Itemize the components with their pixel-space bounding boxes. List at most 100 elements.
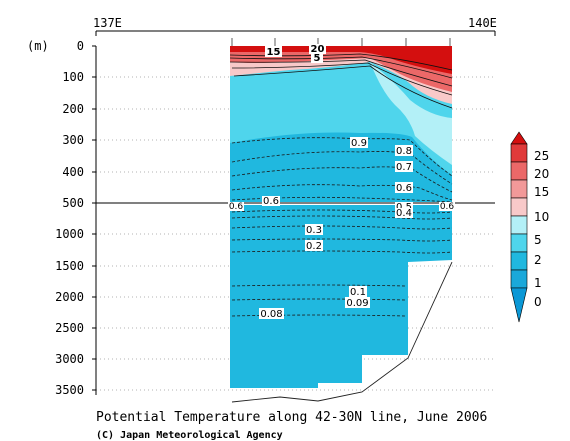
contour-label-0.1: 0.1: [349, 286, 367, 298]
contour-label-text: 0.6: [263, 196, 279, 207]
contour-line: [231, 238, 453, 242]
colorbar-band-20-25: [510, 143, 528, 163]
contour-label-0.6-left: 0.6: [228, 202, 244, 212]
contour-label-bg: [395, 208, 413, 218]
contour-label-bg: [395, 161, 413, 172]
colorbar-label-0: 0: [534, 295, 542, 309]
colorbar-label-2: 2: [534, 253, 542, 267]
contour-line: [231, 215, 453, 220]
contour-line: [231, 184, 453, 201]
colorbar-top-cap: [510, 131, 528, 145]
contour-label-text: 0.09: [346, 298, 368, 309]
contour-label-0.4: 0.4: [395, 208, 413, 219]
contour-label-20: 20: [309, 44, 326, 55]
y-tick-label-2000: 2000: [55, 290, 84, 304]
y-tick-label-3500: 3500: [55, 383, 84, 397]
seafloor-outline: [231, 261, 453, 403]
contour-labels: 15 20 5 0.9 0.8 0.7 0.6 0.6: [228, 44, 455, 320]
contour-label-text: 15: [267, 47, 281, 58]
deep-water-fill: [230, 205, 452, 388]
contour-line: [231, 250, 453, 254]
contour-label-0.9: 0.9: [350, 137, 368, 149]
contour-label-text: 0.2: [306, 241, 322, 252]
colorbar-band-0-1: [510, 251, 528, 271]
y-tick-marks: [92, 45, 96, 391]
contour-line: [231, 314, 406, 317]
colorbar-label-1: 1: [534, 276, 542, 290]
y-tick-label-300: 300: [62, 133, 84, 147]
contour-label-text: 0.3: [306, 225, 322, 236]
contour-label-text: 0.6: [440, 202, 455, 212]
colorbar-band-10-15: [510, 179, 528, 199]
contour-label-bg: [305, 224, 323, 235]
contour-label-15: 15: [265, 46, 282, 58]
y-tick-label-1000: 1000: [55, 227, 84, 241]
colorbar-band-below-0: [510, 269, 528, 289]
contour-label-text: 0.6: [229, 202, 244, 212]
contour-line: [231, 151, 453, 185]
colorbar-band-5-10: [510, 197, 528, 217]
contour-line: [231, 166, 453, 193]
chart-title: Potential Temperature along 42-30N line,…: [96, 410, 487, 425]
contour-label-bg: [309, 44, 326, 54]
contour-line: [229, 59, 453, 87]
colorbar-label-20: 20: [534, 167, 549, 181]
contour-label-text: 0.9: [351, 138, 367, 149]
contour-line: [231, 284, 406, 287]
colorbar-bottom-cap: [510, 287, 528, 323]
x-tick-label-140e: 140E: [468, 16, 497, 30]
contour-label-bg: [349, 286, 367, 297]
contour-label-text: 0.08: [260, 309, 282, 320]
contour-label-0.09: 0.09: [345, 297, 370, 309]
contour-line: [233, 65, 453, 109]
contour-line: [231, 209, 453, 214]
colorbar-label-25: 25: [534, 149, 549, 163]
contour-line: [231, 225, 453, 230]
contour-label-5: 5: [311, 53, 323, 64]
contour-label-bg: [395, 202, 413, 211]
chart-credit: (C) Japan Meteorological Agency: [96, 429, 283, 441]
colorbar-label-5: 5: [534, 233, 542, 247]
contour-label-text: 0.4: [396, 208, 412, 219]
contour-label-0.7: 0.7: [395, 161, 413, 173]
contour-label-text: 0.8: [396, 146, 412, 157]
contour-line: [231, 137, 453, 177]
contour-label-text: 0.7: [396, 162, 412, 173]
contour-label-text: 0.1: [350, 287, 366, 298]
contour-line: [229, 56, 453, 79]
colorbar-band-2-5: [510, 215, 528, 235]
colorbar-band-1-2: [510, 233, 528, 253]
colorbar-band-15-20: [510, 161, 528, 181]
contour-label-bg: [228, 202, 244, 211]
y-tick-label-0: 0: [77, 39, 84, 53]
contour-label-text: 0.6: [396, 183, 412, 194]
contour-label-bg: [350, 137, 368, 148]
contour-label-text: 0.5: [396, 202, 412, 213]
y-tick-label-100: 100: [62, 70, 84, 84]
contour-label-bg: [345, 297, 370, 308]
x-tick-label-137e: 137E: [93, 16, 122, 30]
contour-label-0.8: 0.8: [395, 145, 413, 157]
contour-label-text: 20: [311, 44, 325, 55]
contour-label-bg: [259, 308, 284, 319]
contour-label-text: 5: [314, 53, 321, 64]
contour-label-0.5: 0.5: [395, 202, 413, 213]
contour-label-0.6-mid: 0.6: [262, 196, 280, 207]
y-tick-label-1500: 1500: [55, 259, 84, 273]
contour-label-0.6-edge: 0.6: [439, 202, 455, 212]
contour-label-0.3: 0.3: [305, 224, 323, 236]
colorbar-label-10: 10: [534, 210, 549, 224]
y-tick-label-200: 200: [62, 102, 84, 116]
y-tick-label-3000: 3000: [55, 352, 84, 366]
contour-label-bg: [439, 202, 455, 211]
colorbar: 25 20 15 10 5 2 1 0: [510, 131, 549, 323]
contour-label-bg: [262, 196, 280, 206]
contour-label-0.6-right: 0.6: [395, 182, 413, 194]
station-marks: [231, 38, 451, 46]
surface-hottest-layer-fill: [230, 46, 452, 74]
contour-label-0.08: 0.08: [259, 308, 284, 320]
contour-label-bg: [265, 46, 282, 57]
contour-label-bg: [305, 240, 323, 251]
contour-label-bg: [395, 182, 413, 193]
